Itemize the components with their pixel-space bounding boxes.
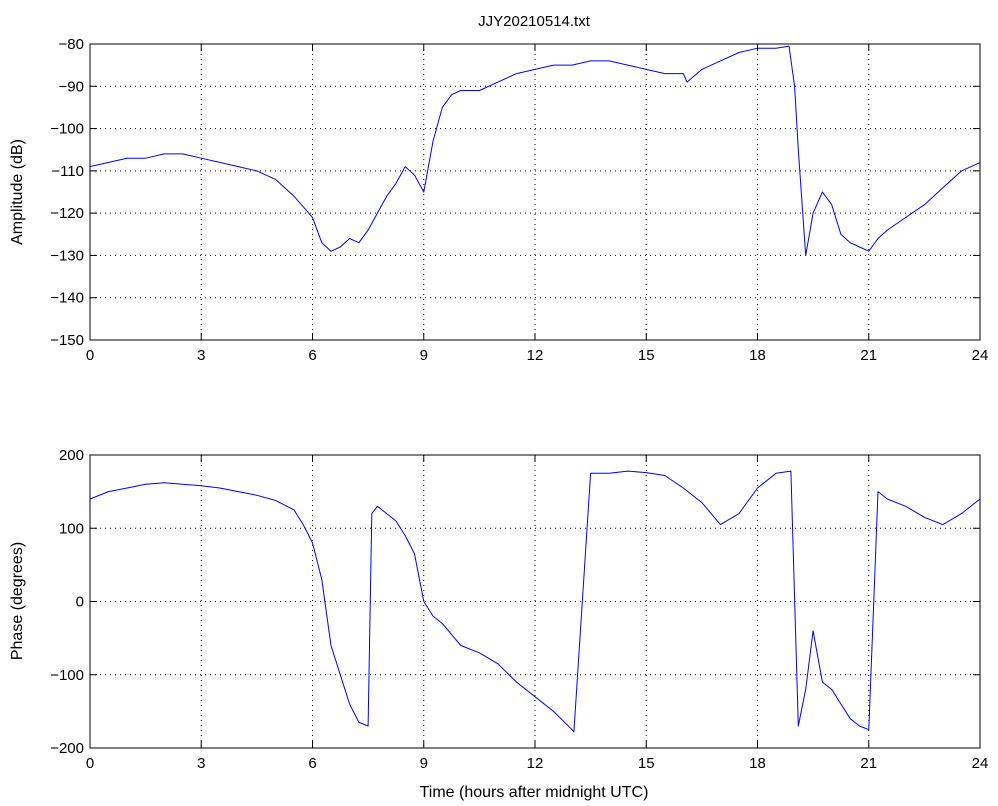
phase-series <box>89 470 981 733</box>
amplitude-y-tick-label: −130 <box>50 247 84 264</box>
phase-x-tick-label: 24 <box>972 755 989 772</box>
phase-series-line <box>89 470 981 733</box>
phase-x-tick-label: 9 <box>420 755 428 772</box>
phase-x-tick-label: 3 <box>197 755 205 772</box>
phase-y-axis-label: Phase (degrees) <box>9 542 26 660</box>
amplitude-series <box>89 45 981 256</box>
phase-x-tick-label: 6 <box>308 755 316 772</box>
amplitude-y-tick-label: −150 <box>50 332 84 349</box>
phase-y-tick-label: 100 <box>59 520 84 537</box>
phase-y-tick-label: −200 <box>50 740 84 757</box>
amplitude-ticks: 0 3 6 9 12 15 18 21 24 −150 −140 −130 −120 −110 −100 −9… <box>50 36 988 364</box>
phase-y-tick-label: 0 <box>76 594 84 611</box>
amplitude-y-axis-label: Amplitude (dB) <box>9 139 26 245</box>
phase-x-tick-label: 15 <box>638 755 655 772</box>
amplitude-series-line <box>89 45 981 256</box>
amplitude-y-tick-label: −120 <box>50 205 84 222</box>
amplitude-x-tick-label: 15 <box>638 347 655 364</box>
phase-grid <box>90 455 980 748</box>
amplitude-x-tick-label: 0 <box>86 347 94 364</box>
amplitude-x-tick-label: 21 <box>860 347 877 364</box>
amplitude-y-tick-label: −90 <box>59 78 84 95</box>
phase-x-tick-label: 21 <box>860 755 877 772</box>
amplitude-x-tick-label: 18 <box>749 347 766 364</box>
amplitude-y-tick-label: −140 <box>50 290 84 307</box>
amplitude-y-tick-label: −80 <box>59 36 84 53</box>
amplitude-y-tick-label: −100 <box>50 121 84 138</box>
x-axis-label: Time (hours after midnight UTC) <box>420 784 649 801</box>
phase-y-tick-label: −100 <box>50 667 84 684</box>
amplitude-x-tick-label: 24 <box>972 347 989 364</box>
phase-x-tick-label: 18 <box>749 755 766 772</box>
amplitude-x-tick-label: 3 <box>197 347 205 364</box>
amplitude-grid <box>90 44 980 340</box>
amplitude-x-tick-label: 12 <box>527 347 544 364</box>
amplitude-y-tick-label: −110 <box>51 163 84 180</box>
chart-title: JJY20210514.txt <box>478 13 591 30</box>
phase-plot: 0 3 6 9 12 15 18 21 24 −200 −100 0 100 200 Phase (deg… <box>9 447 988 801</box>
phase-x-tick-label: 0 <box>86 755 94 772</box>
phase-y-tick-label: 200 <box>59 447 84 464</box>
amplitude-plot: 0 3 6 9 12 15 18 21 24 −150 −140 −130 −120 −110 −100 −9… <box>9 36 988 364</box>
amplitude-x-tick-label: 6 <box>308 347 316 364</box>
amplitude-x-tick-label: 9 <box>420 347 428 364</box>
phase-ticks: 0 3 6 9 12 15 18 21 24 −200 −100 0 100 200 <box>50 447 988 772</box>
phase-x-tick-label: 12 <box>527 755 544 772</box>
